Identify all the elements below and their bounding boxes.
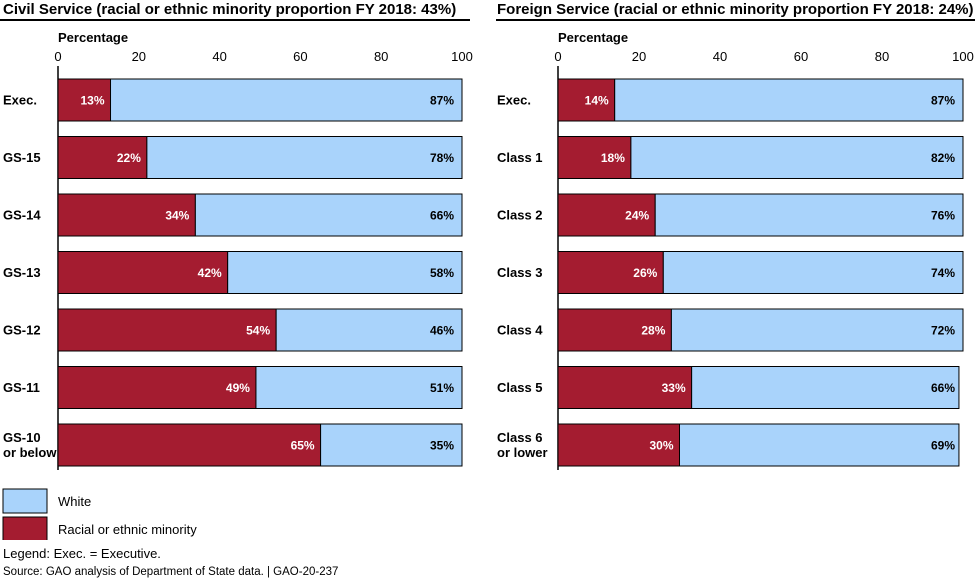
- bar-minority: [557, 251, 664, 294]
- bar-minority: [57, 193, 196, 237]
- panel-title: Civil Service (racial or ethnic minority…: [3, 1, 456, 18]
- data-label-white: 78%: [430, 151, 454, 165]
- data-label-white: 69%: [931, 439, 955, 453]
- legend-swatch: [2, 488, 48, 514]
- data-label-minority: 24%: [625, 209, 649, 223]
- data-label-white: 82%: [931, 151, 955, 165]
- bar-minority: [57, 78, 112, 122]
- category-label: Exec.: [497, 93, 531, 108]
- x-tick-label: 40: [713, 49, 727, 64]
- category-label: GS-15: [3, 150, 41, 165]
- bar-white: [670, 308, 964, 352]
- bar-minority: [57, 136, 148, 179]
- data-label-minority: 30%: [649, 439, 673, 453]
- data-label-white: 76%: [931, 209, 955, 223]
- x-tick-label: 20: [632, 49, 646, 64]
- data-label-minority: 13%: [80, 94, 104, 108]
- legend-label: White: [58, 494, 91, 509]
- legend-swatch: [2, 516, 48, 540]
- bar-white: [194, 193, 463, 237]
- x-tick-label: 0: [54, 49, 61, 64]
- data-label-white: 74%: [931, 266, 955, 280]
- bar-white: [679, 423, 960, 467]
- data-label-minority: 28%: [641, 324, 665, 338]
- bar-white: [146, 136, 463, 179]
- category-label: Class 4: [497, 323, 543, 338]
- x-tick-label: 80: [374, 49, 388, 64]
- bar-white: [320, 423, 463, 467]
- data-label-minority: 18%: [601, 151, 625, 165]
- category-label: Exec.: [3, 93, 37, 108]
- chart: Civil Service (racial or ethnic minority…: [0, 1, 975, 540]
- category-label: Class 6: [497, 430, 543, 445]
- category-label: or below: [3, 445, 57, 460]
- legend-note: Legend: Exec. = Executive.: [3, 546, 161, 561]
- category-label: GS-10: [3, 430, 41, 445]
- category-label: Class 5: [497, 380, 543, 395]
- bar-minority: [557, 308, 672, 352]
- x-axis-title: Percentage: [58, 30, 128, 45]
- bar-minority: [57, 423, 322, 467]
- data-label-white: 66%: [931, 381, 955, 395]
- category-label: or lower: [497, 445, 548, 460]
- data-label-minority: 49%: [226, 381, 250, 395]
- x-axis-title: Percentage: [558, 30, 628, 45]
- bar-white: [630, 136, 964, 179]
- data-label-white: 87%: [430, 94, 454, 108]
- data-label-minority: 26%: [633, 266, 657, 280]
- data-label-minority: 34%: [165, 209, 189, 223]
- bar-white: [691, 366, 960, 409]
- data-label-white: 87%: [931, 94, 955, 108]
- x-tick-label: 20: [132, 49, 146, 64]
- panel-title: Foreign Service (racial or ethnic minori…: [497, 1, 974, 18]
- category-label: Class 3: [497, 265, 543, 280]
- x-tick-label: 80: [875, 49, 889, 64]
- x-tick-label: 0: [554, 49, 561, 64]
- bar-white: [227, 251, 463, 294]
- data-label-minority: 14%: [585, 94, 609, 108]
- bar-white: [255, 366, 463, 409]
- source-note: Source: GAO analysis of Department of St…: [3, 566, 339, 578]
- bar-minority: [57, 308, 277, 352]
- data-label-minority: 33%: [662, 381, 686, 395]
- bar-white: [614, 78, 964, 122]
- x-tick-label: 100: [451, 49, 473, 64]
- legend-label: Racial or ethnic minority: [58, 522, 197, 537]
- data-label-white: 46%: [430, 324, 454, 338]
- data-label-minority: 54%: [246, 324, 270, 338]
- bar-minority: [557, 366, 693, 409]
- x-tick-label: 100: [952, 49, 974, 64]
- data-label-white: 35%: [430, 439, 454, 453]
- data-label-white: 51%: [430, 381, 454, 395]
- data-label-white: 66%: [430, 209, 454, 223]
- bar-minority: [57, 366, 257, 409]
- bar-minority: [557, 78, 616, 122]
- x-tick-label: 60: [794, 49, 808, 64]
- category-label: Class 1: [497, 150, 543, 165]
- bar-white: [662, 251, 964, 294]
- data-label-minority: 65%: [291, 439, 315, 453]
- bar-white: [275, 308, 463, 352]
- bar-white: [654, 193, 964, 237]
- data-label-white: 72%: [931, 324, 955, 338]
- data-label-minority: 22%: [117, 151, 141, 165]
- bar-minority: [557, 193, 656, 237]
- category-label: Class 2: [497, 208, 543, 223]
- bar-minority: [57, 251, 229, 294]
- category-label: GS-13: [3, 265, 41, 280]
- category-label: GS-14: [3, 208, 41, 223]
- category-label: GS-12: [3, 323, 41, 338]
- data-label-minority: 42%: [198, 266, 222, 280]
- data-label-white: 58%: [430, 266, 454, 280]
- bar-minority: [557, 136, 632, 179]
- x-tick-label: 40: [212, 49, 226, 64]
- x-tick-label: 60: [293, 49, 307, 64]
- category-label: GS-11: [3, 380, 40, 395]
- bar-white: [110, 78, 463, 122]
